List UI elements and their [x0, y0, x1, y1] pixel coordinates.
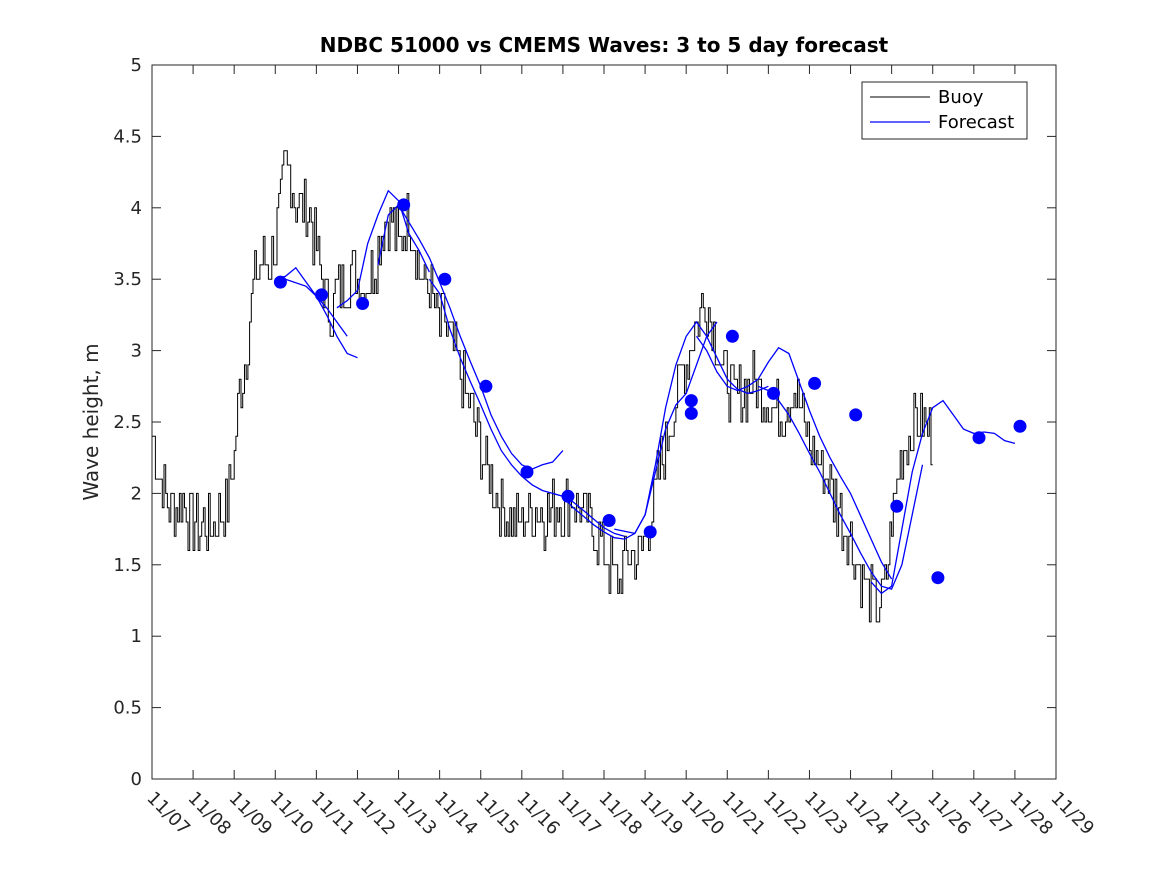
- y-tick-label: 3: [131, 341, 142, 362]
- forecast-marker: [438, 272, 452, 286]
- forecast-marker: [397, 198, 411, 212]
- chart-title: NDBC 51000 vs CMEMS Waves: 3 to 5 day fo…: [320, 33, 889, 57]
- y-tick-label: 5: [131, 55, 142, 76]
- forecast-run-line: [336, 189, 430, 309]
- forecast-marker: [684, 394, 698, 408]
- forecast-run-line: [275, 266, 348, 337]
- legend: Buoy Forecast: [861, 81, 1028, 140]
- forecast-marker: [725, 329, 739, 343]
- forecast-marker: [808, 376, 822, 390]
- y-tick-label: 2.5: [113, 412, 142, 433]
- y-tick-label: 1: [131, 626, 142, 647]
- forecast-marker: [520, 465, 534, 479]
- forecast-marker: [767, 386, 780, 400]
- forecast-marker: [972, 431, 986, 445]
- forecast-run-line: [614, 320, 769, 535]
- forecast-run-line: [285, 278, 358, 359]
- forecast-marker: [1013, 419, 1027, 433]
- y-tick-label: 2: [131, 483, 142, 504]
- y-axis-label: Wave height, m: [79, 343, 103, 500]
- y-tick-label: 4: [131, 198, 142, 219]
- forecast-marker: [849, 408, 863, 422]
- forecast-marker: [931, 571, 945, 585]
- y-tick-label: 3.5: [113, 269, 142, 290]
- forecast-run-line: [870, 399, 1016, 595]
- forecast-marker: [890, 499, 904, 513]
- legend-forecast-label: Forecast: [938, 112, 1014, 133]
- y-axis-ticks: 0 0.5 1 1.5 2 2.5 3 3.5 4 4.5 5: [113, 55, 1056, 790]
- forecast-run-line: [757, 385, 924, 590]
- y-tick-label: 1.5: [113, 555, 142, 576]
- legend-buoy-label: Buoy: [938, 87, 984, 108]
- forecast-series-layer: [275, 189, 1016, 595]
- legend-box: [861, 81, 1028, 140]
- forecast-marker: [315, 288, 328, 302]
- plot-area: [151, 64, 1057, 780]
- forecast-run-line: [695, 335, 893, 580]
- forecast-run-line: [428, 278, 625, 537]
- y-tick-label: 0: [131, 769, 142, 790]
- y-tick-label: 0.5: [113, 698, 142, 719]
- forecast-marker-layer: [273, 198, 1027, 585]
- forecast-marker: [479, 379, 493, 393]
- forecast-marker: [561, 489, 575, 503]
- forecast-marker: [684, 406, 698, 420]
- y-tick-label: 4.5: [113, 126, 142, 147]
- forecast-marker: [273, 275, 287, 289]
- forecast-marker: [643, 525, 657, 539]
- forecast-marker: [602, 514, 616, 527]
- forecast-marker: [356, 297, 370, 310]
